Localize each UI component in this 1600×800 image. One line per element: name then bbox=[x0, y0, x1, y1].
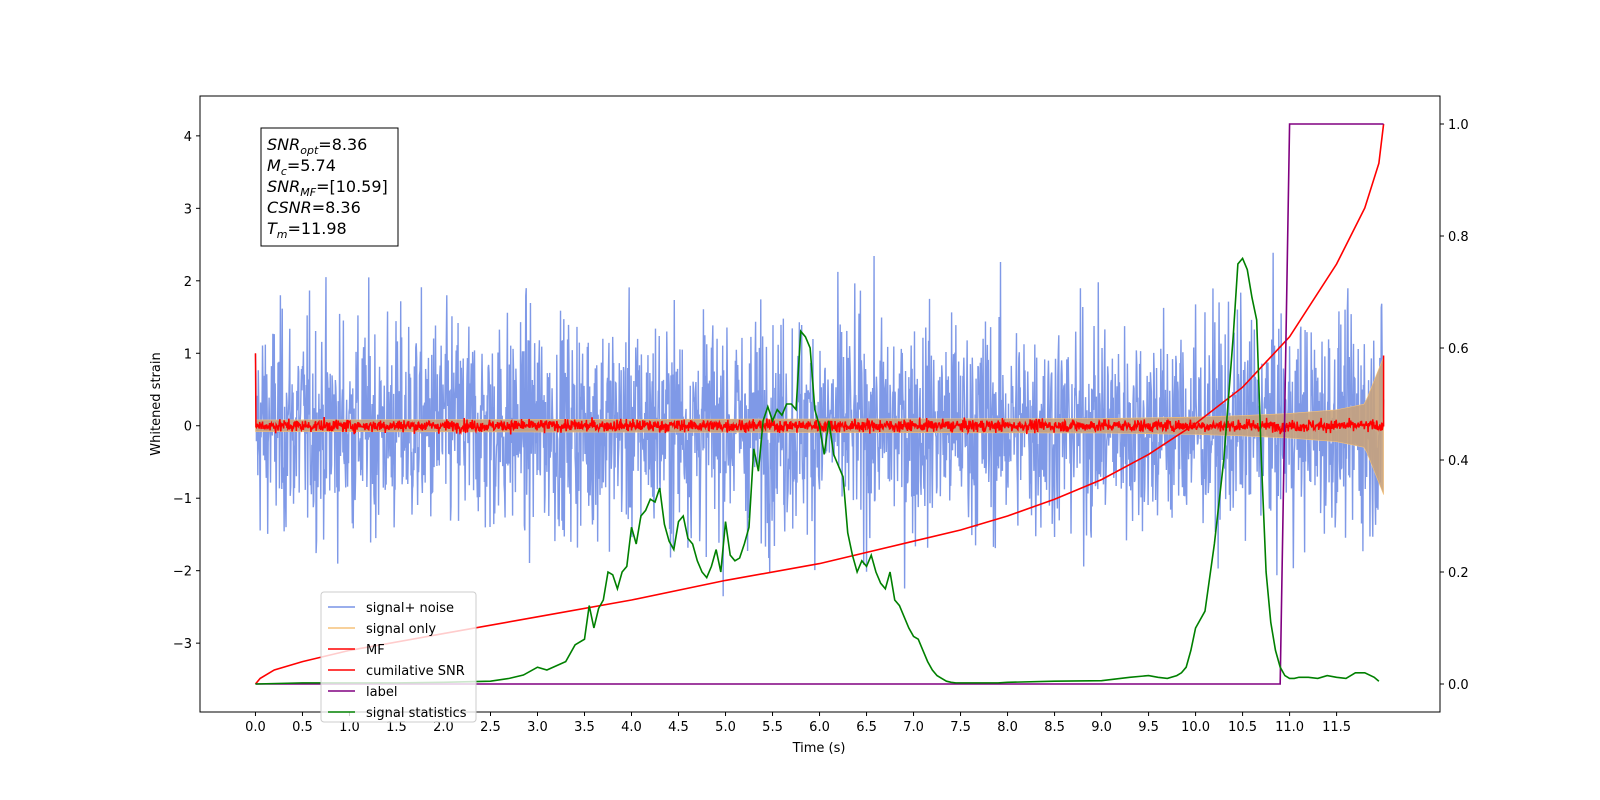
x-tick-label: 5.0 bbox=[715, 720, 736, 735]
annotation-box: SNRopt=8.36Mc=5.74SNRMF=[10.59]CSNR=8.36… bbox=[260, 127, 399, 247]
x-tick-label: 6.0 bbox=[809, 720, 830, 735]
y-tick-label: −1 bbox=[173, 492, 192, 507]
annotation-line: SNRMF=[10.59] bbox=[267, 177, 388, 199]
x-tick-label: 7.0 bbox=[903, 720, 924, 735]
y-tick-label: −3 bbox=[173, 637, 192, 652]
y-tick-label: 4 bbox=[184, 130, 192, 145]
legend-label: signal+ noise bbox=[366, 601, 454, 616]
x-tick-label: 3.0 bbox=[527, 720, 548, 735]
legend-label: signal statistics bbox=[366, 706, 467, 721]
legend-label: MF bbox=[366, 643, 385, 658]
y-axis-label: Whitened strain bbox=[149, 352, 164, 455]
legend-label: cumilative SNR bbox=[366, 664, 465, 679]
legend-label: signal only bbox=[366, 622, 436, 637]
legend-label: label bbox=[366, 685, 397, 700]
series-label-line bbox=[255, 123, 1384, 685]
y2-tick-label: 1.0 bbox=[1448, 118, 1469, 133]
x-tick-label: 11.5 bbox=[1322, 720, 1351, 735]
x-tick-label: 5.5 bbox=[762, 720, 783, 735]
x-tick-label: 8.0 bbox=[997, 720, 1018, 735]
x-tick-label: 2.5 bbox=[480, 720, 501, 735]
x-tick-label: 0.5 bbox=[292, 720, 313, 735]
x-tick-label: 2.0 bbox=[433, 720, 454, 735]
x-tick-label: 10.5 bbox=[1228, 720, 1257, 735]
x-tick-label: 3.5 bbox=[574, 720, 595, 735]
y-tick-label: −2 bbox=[173, 565, 192, 580]
series-mf-line bbox=[254, 353, 1385, 435]
x-tick-label: 4.5 bbox=[668, 720, 689, 735]
y2-tick-label: 0.0 bbox=[1448, 678, 1469, 693]
x-tick-label: 1.0 bbox=[339, 720, 360, 735]
y-tick-label: 2 bbox=[184, 275, 192, 290]
x-tick-label: 6.5 bbox=[856, 720, 877, 735]
axis-ticks: 0.0 0.5 1.0 1.5 2.0 2.5 3.0 3.5 4.0 4.5 5.0 5.5 6.0 6… bbox=[173, 118, 1469, 735]
annotation-line: Tm=11.98 bbox=[267, 219, 347, 241]
y2-tick-label: 0.8 bbox=[1448, 230, 1469, 245]
y-tick-label: 3 bbox=[184, 202, 192, 217]
x-tick-label: 4.0 bbox=[621, 720, 642, 735]
plot-data-layer bbox=[254, 123, 1385, 685]
series-signal-noise-line bbox=[254, 252, 1385, 597]
x-tick-label: 11.0 bbox=[1275, 720, 1304, 735]
y2-tick-label: 0.4 bbox=[1448, 454, 1469, 469]
y2-tick-label: 0.2 bbox=[1448, 566, 1469, 581]
annotation-line: SNRopt=8.36 bbox=[267, 135, 367, 157]
y2-tick-label: 0.6 bbox=[1448, 342, 1469, 357]
x-axis-label: Time (s) bbox=[792, 741, 846, 756]
legend: signal+ noise signal only MF cumilative SNR… bbox=[320, 591, 477, 723]
x-tick-label: 7.5 bbox=[950, 720, 971, 735]
x-tick-label: 1.5 bbox=[386, 720, 407, 735]
x-tick-label: 8.5 bbox=[1044, 720, 1065, 735]
x-tick-label: 10.0 bbox=[1181, 720, 1210, 735]
x-tick-label: 9.0 bbox=[1091, 720, 1112, 735]
annotation-line: Mc=5.74 bbox=[267, 156, 336, 178]
x-tick-label: 9.5 bbox=[1138, 720, 1159, 735]
y-tick-label: 0 bbox=[184, 420, 192, 435]
x-tick-label: 0.0 bbox=[245, 720, 266, 735]
series-signal-statistics-line bbox=[255, 256, 1380, 685]
y-tick-label: 1 bbox=[184, 347, 192, 362]
annotation-line: CSNR=8.36 bbox=[267, 198, 361, 217]
